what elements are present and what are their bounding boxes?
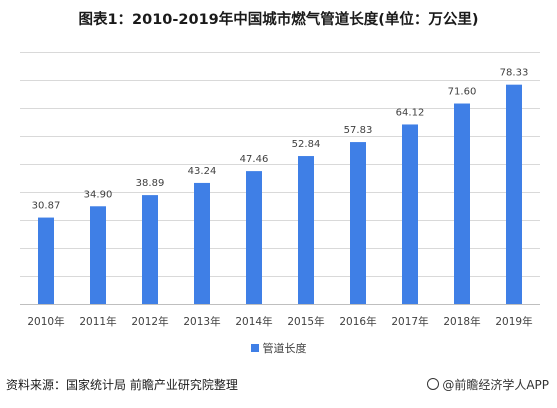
bar	[298, 156, 314, 304]
gridlines	[20, 52, 540, 305]
x-tick-label: 2012年	[131, 315, 168, 328]
bar	[506, 84, 522, 305]
chart-title: 图表1：2010-2019年中国城市燃气管道长度(单位：万公里)	[78, 12, 479, 28]
x-tick-label: 2017年	[391, 315, 428, 328]
data-label: 78.33	[500, 68, 529, 79]
legend-swatch	[250, 344, 259, 352]
data-label: 30.87	[32, 201, 61, 212]
bar	[246, 171, 262, 304]
brand-footer: @前瞻经济学人APP	[427, 376, 549, 393]
data-label: 52.84	[292, 139, 321, 150]
data-labels: 30.87 34.90 38.89 43.24 47.46 52.84 57.83 64.12…	[32, 68, 529, 212]
data-label: 47.46	[240, 154, 269, 165]
brand-logo-icon	[427, 378, 440, 390]
bar	[454, 103, 470, 305]
x-tick-label: 2013年	[183, 315, 220, 328]
bars	[38, 84, 522, 305]
x-tick-label: 2015年	[287, 315, 324, 328]
bar	[194, 182, 210, 304]
bar	[90, 206, 106, 304]
brand-text: @前瞻经济学人APP	[442, 378, 549, 392]
bar	[38, 217, 54, 304]
x-tick-label: 2014年	[235, 315, 272, 328]
data-label: 64.12	[396, 107, 425, 118]
x-tick-labels: 2010年 2011年 2012年 2013年 2014年 2015年 2016年 2017年…	[27, 315, 532, 328]
data-label: 43.24	[188, 166, 217, 177]
data-label: 38.89	[136, 178, 165, 189]
bar	[402, 124, 418, 305]
x-tick-label: 2011年	[79, 315, 116, 328]
source-note: 资料来源：国家统计局 前瞻产业研究院整理	[6, 378, 238, 392]
x-tick-label: 2019年	[495, 315, 532, 328]
legend-label: 管道长度	[262, 342, 307, 355]
data-label: 57.83	[344, 125, 373, 136]
data-label: 71.60	[448, 87, 477, 98]
bar	[142, 195, 158, 304]
legend: 管道长度	[0, 340, 557, 356]
data-label: 34.90	[84, 189, 113, 200]
bar	[350, 142, 366, 304]
x-tick-label: 2016年	[339, 315, 376, 328]
x-tick-label: 2010年	[27, 315, 64, 328]
x-tick-label: 2018年	[443, 315, 480, 328]
